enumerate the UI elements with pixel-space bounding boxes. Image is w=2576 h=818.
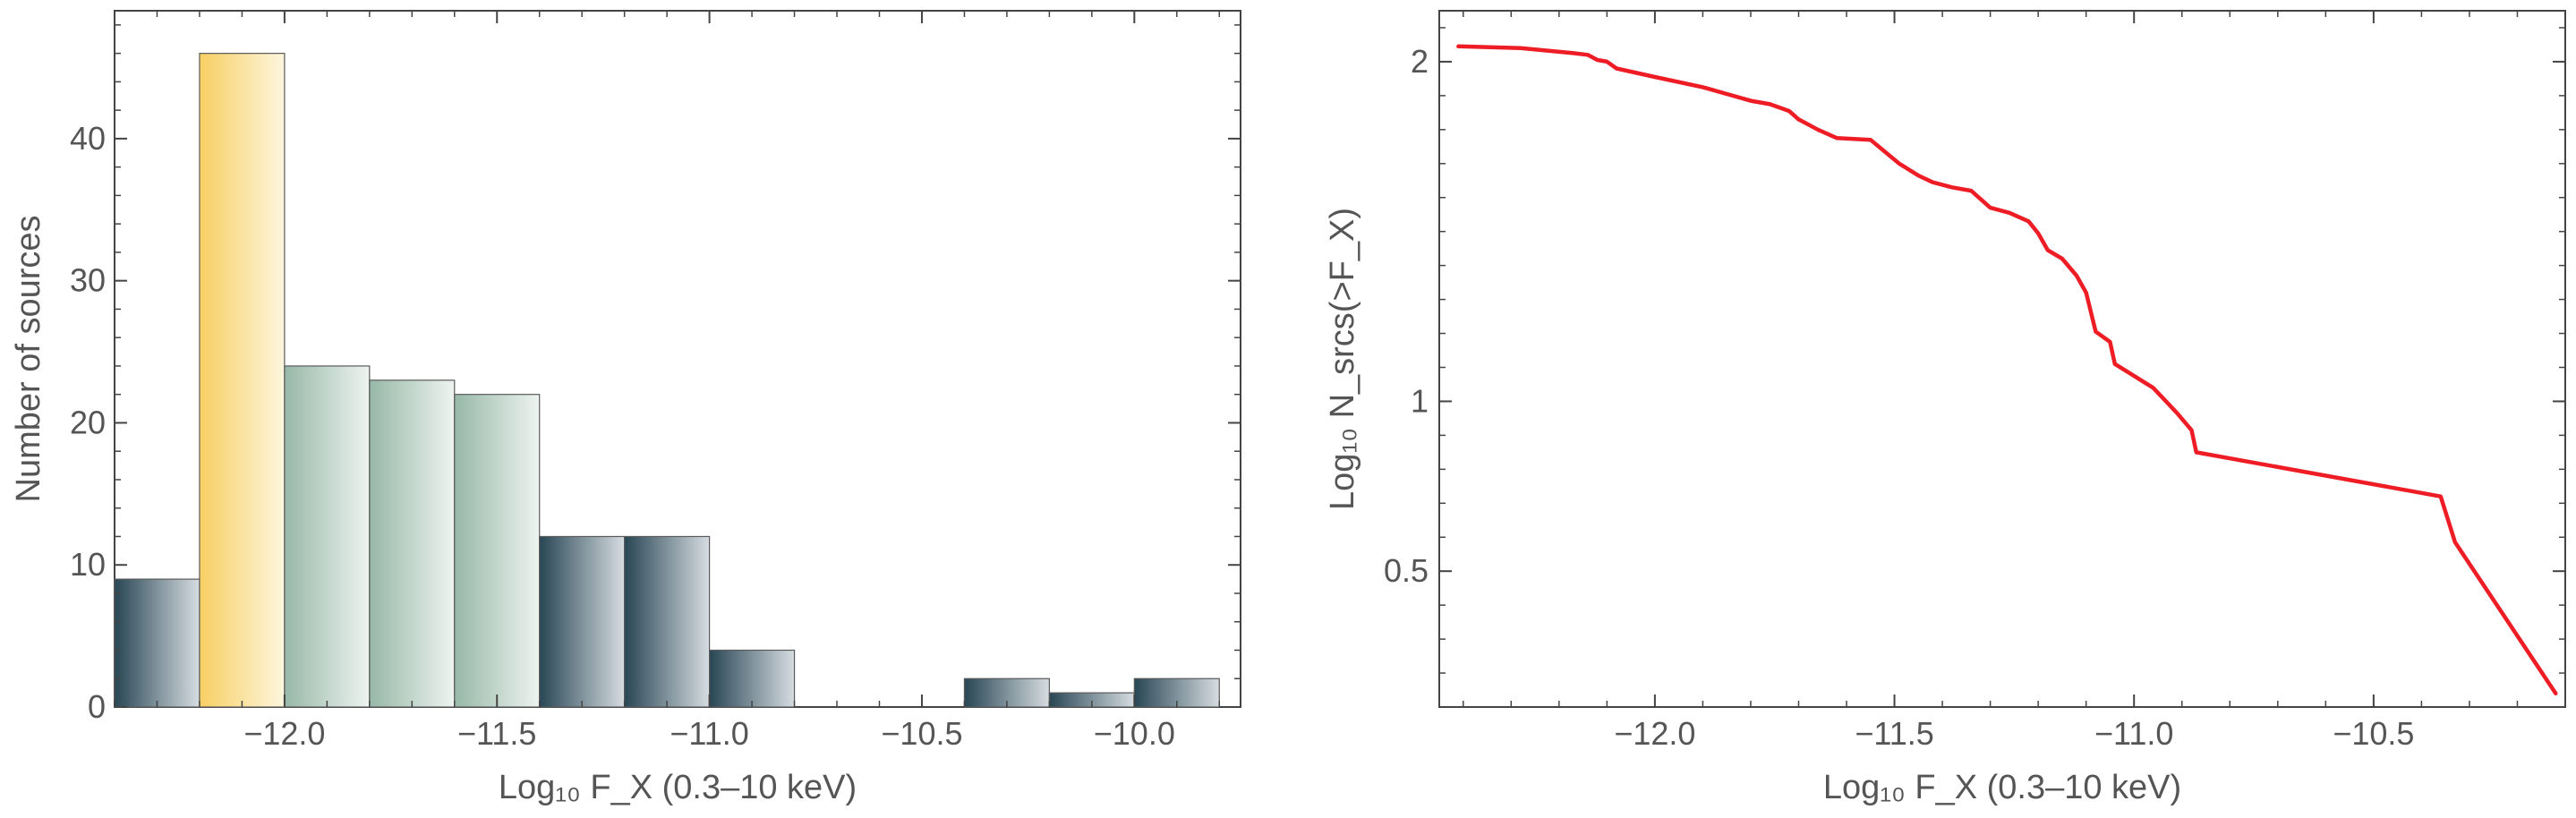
cumulative-frame [1438, 10, 2566, 708]
cumulative-x-tick-label: −12.0 [1614, 715, 1695, 752]
histogram-y-tick-label: 20 [70, 404, 106, 440]
histogram-x-axis-label: Log₁₀ F_X (0.3–10 keV) [499, 769, 857, 806]
cumulative-x-tick-label: −10.5 [2333, 715, 2414, 752]
histogram-bar [199, 53, 286, 708]
cumulative-y-ticks: 0.5 1 2 [1384, 27, 2565, 674]
histogram-y-tick-label: 30 [70, 262, 106, 299]
cumulative-y-tick-label: 0.5 [1384, 552, 1429, 589]
histogram-y-tick-label: 40 [70, 120, 106, 157]
histogram-x-ticks: −12.0 −11.5 −11.0 −10.5 −10.0 [114, 11, 1221, 752]
histogram-bar [709, 649, 796, 708]
histogram-x-tick-label: −10.5 [881, 715, 962, 752]
histogram-bar [369, 379, 456, 708]
histogram-bar [454, 394, 541, 708]
cumulative-x-tick-label: −11.0 [2094, 715, 2173, 752]
histogram-bar [114, 578, 200, 708]
cumulative-line [1456, 44, 2558, 696]
histogram-panel: −12.0 −11.5 −11.0 −10.5 −10.0 0 10 20 30 40 Log₁… [10, 10, 1241, 806]
histogram-y-tick-label: 0 [88, 688, 106, 725]
histogram-y-ticks: 0 10 20 30 40 [70, 24, 1241, 725]
cumulative-y-axis-label: Log₁₀ N_srcs(>F_X) [1324, 208, 1361, 510]
cumulative-y-tick-label: 2 [1411, 43, 1429, 80]
histogram-bars [114, 53, 1220, 708]
cumulative-x-axis-label: Log₁₀ F_X (0.3–10 keV) [1823, 769, 2181, 806]
histogram-x-tick-label: −11.5 [457, 715, 536, 752]
histogram-bar [284, 365, 371, 708]
histogram-y-axis-label: Number of sources [10, 215, 47, 502]
histogram-bar [539, 535, 626, 708]
histogram-x-tick-label: −11.0 [670, 715, 748, 752]
histogram-x-tick-label: −12.0 [243, 715, 325, 752]
cumulative-x-ticks: −12.0 −11.5 −11.0 −10.5 [1463, 11, 2566, 752]
cumulative-panel: −12.0 −11.5 −11.0 −10.5 0.5 1 2 Log₁₀ F_X (0.… [1324, 10, 2566, 806]
histogram-bar [624, 535, 711, 708]
histogram-y-tick-label: 10 [70, 546, 106, 583]
cumulative-x-tick-label: −11.5 [1855, 715, 1933, 752]
histogram-x-tick-label: −10.0 [1094, 715, 1175, 752]
cumulative-y-tick-label: 1 [1411, 382, 1429, 419]
